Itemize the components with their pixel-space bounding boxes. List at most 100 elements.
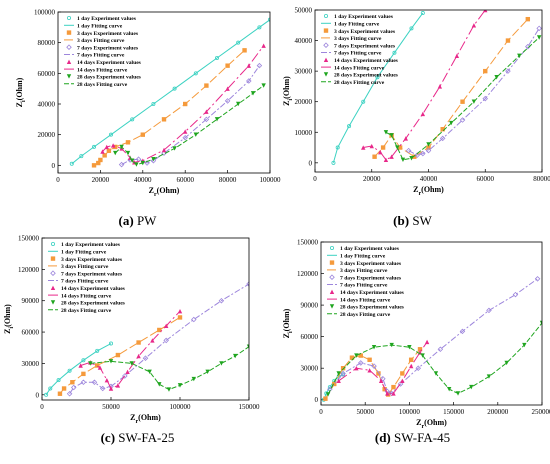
data-point (78, 363, 83, 368)
data-point (236, 40, 241, 45)
y-tick-label: 0 (309, 159, 313, 167)
data-point (102, 153, 107, 158)
series-1 (331, 11, 425, 165)
data-point (96, 160, 101, 166)
y-tick-label: 150000 (297, 239, 319, 247)
series-3 (405, 25, 542, 158)
data-point (104, 144, 109, 150)
data-point (151, 157, 156, 162)
data-point (95, 363, 100, 368)
x-tick-label: 20000 (92, 176, 110, 184)
data-point (56, 378, 61, 383)
data-point (246, 78, 252, 84)
legend-marker (66, 59, 72, 64)
panel-caption: (c) SW-FA-25 (0, 430, 275, 446)
data-point (205, 369, 210, 374)
data-point (397, 381, 404, 387)
data-point (446, 387, 452, 392)
data-point (91, 379, 98, 385)
x-tick-label: 200000 (487, 408, 509, 416)
data-point (454, 53, 460, 59)
data-point (108, 359, 114, 364)
data-point (219, 361, 224, 366)
legend-label: 3 days Fitting curve (334, 36, 382, 42)
y-tick-label: 30000 (301, 365, 319, 373)
data-point (395, 145, 400, 150)
legend-label: 3 days Fitting curve (77, 38, 125, 44)
data-point (257, 25, 262, 30)
legend-label: 1 day Fitting curve (340, 254, 386, 260)
fitting-curve (374, 18, 529, 158)
data-point (354, 353, 359, 358)
chart-panel-2: 0 20000 40000 60000 80000 0 10000 20000 30000 400… (282, 7, 550, 198)
data-point (400, 378, 405, 384)
data-point (420, 150, 426, 157)
data-point (505, 38, 511, 43)
data-point (69, 161, 74, 166)
y-tick-label: 60000 (38, 70, 56, 78)
data-point (536, 35, 542, 40)
data-point (376, 371, 381, 376)
legend-label: 1 day Experiment values (340, 246, 400, 252)
series-2 (91, 48, 247, 168)
data-point (97, 365, 103, 370)
data-point (108, 386, 114, 391)
data-point (140, 132, 145, 137)
legend-marker (329, 274, 335, 280)
series-2 (57, 315, 183, 396)
legend-label: 28 days Fitting curve (61, 308, 112, 314)
fitting-curve (332, 12, 424, 163)
data-point (261, 43, 266, 48)
plot-frame (314, 9, 543, 173)
data-point (214, 56, 219, 61)
data-point (166, 387, 172, 392)
data-point (99, 385, 106, 392)
data-point (409, 26, 414, 31)
x-tick-label: 0 (313, 175, 317, 183)
data-point (437, 84, 443, 89)
fitting-curve (45, 343, 112, 396)
legend: 1 day Experiment values 1 day Fitting cur… (321, 13, 399, 86)
fitting-curve (121, 65, 260, 166)
data-point (95, 348, 100, 353)
data-point (371, 344, 377, 350)
data-point (157, 382, 162, 387)
legend-label: 7 days Experiment values (61, 271, 123, 277)
data-point (204, 109, 209, 114)
y-tick-label: 0 (52, 162, 56, 170)
series-2 (372, 16, 531, 159)
data-point (104, 377, 110, 383)
legend: 1 day Experiment values 1 day Fitting cur… (327, 245, 405, 318)
panel-name: SW-FA-25 (118, 430, 175, 445)
data-point (125, 150, 131, 156)
series-1 (44, 341, 114, 397)
x-tick-label: 150000 (239, 403, 261, 411)
series-2 (323, 347, 423, 401)
data-point (134, 162, 139, 167)
data-point (57, 391, 63, 396)
legend-label: 1 day Experiment values (77, 16, 137, 22)
data-point (382, 387, 387, 392)
data-point (367, 357, 372, 362)
legend-marker (329, 304, 335, 309)
legend-marker (329, 260, 335, 265)
data-point (92, 144, 97, 149)
legend-label: 28 days Experiment values (61, 301, 126, 307)
data-point (142, 355, 149, 361)
data-point (80, 379, 87, 385)
y-tick-label: 50000 (295, 7, 313, 15)
data-point (325, 392, 331, 397)
fitting-curve (71, 19, 270, 165)
data-point (136, 353, 141, 359)
data-point (417, 347, 423, 352)
data-point (147, 369, 152, 374)
y-tick-label: 90000 (22, 297, 40, 305)
x-tick-label: 0 (40, 403, 44, 411)
y-axis-label: Zi(Ohm) (15, 77, 27, 107)
panel-letter: (a) (118, 213, 134, 228)
data-point (225, 63, 230, 68)
data-point (161, 117, 167, 122)
legend-marker (323, 57, 329, 62)
legend-label: 1 day Fitting curve (334, 22, 380, 28)
data-point (67, 368, 72, 373)
